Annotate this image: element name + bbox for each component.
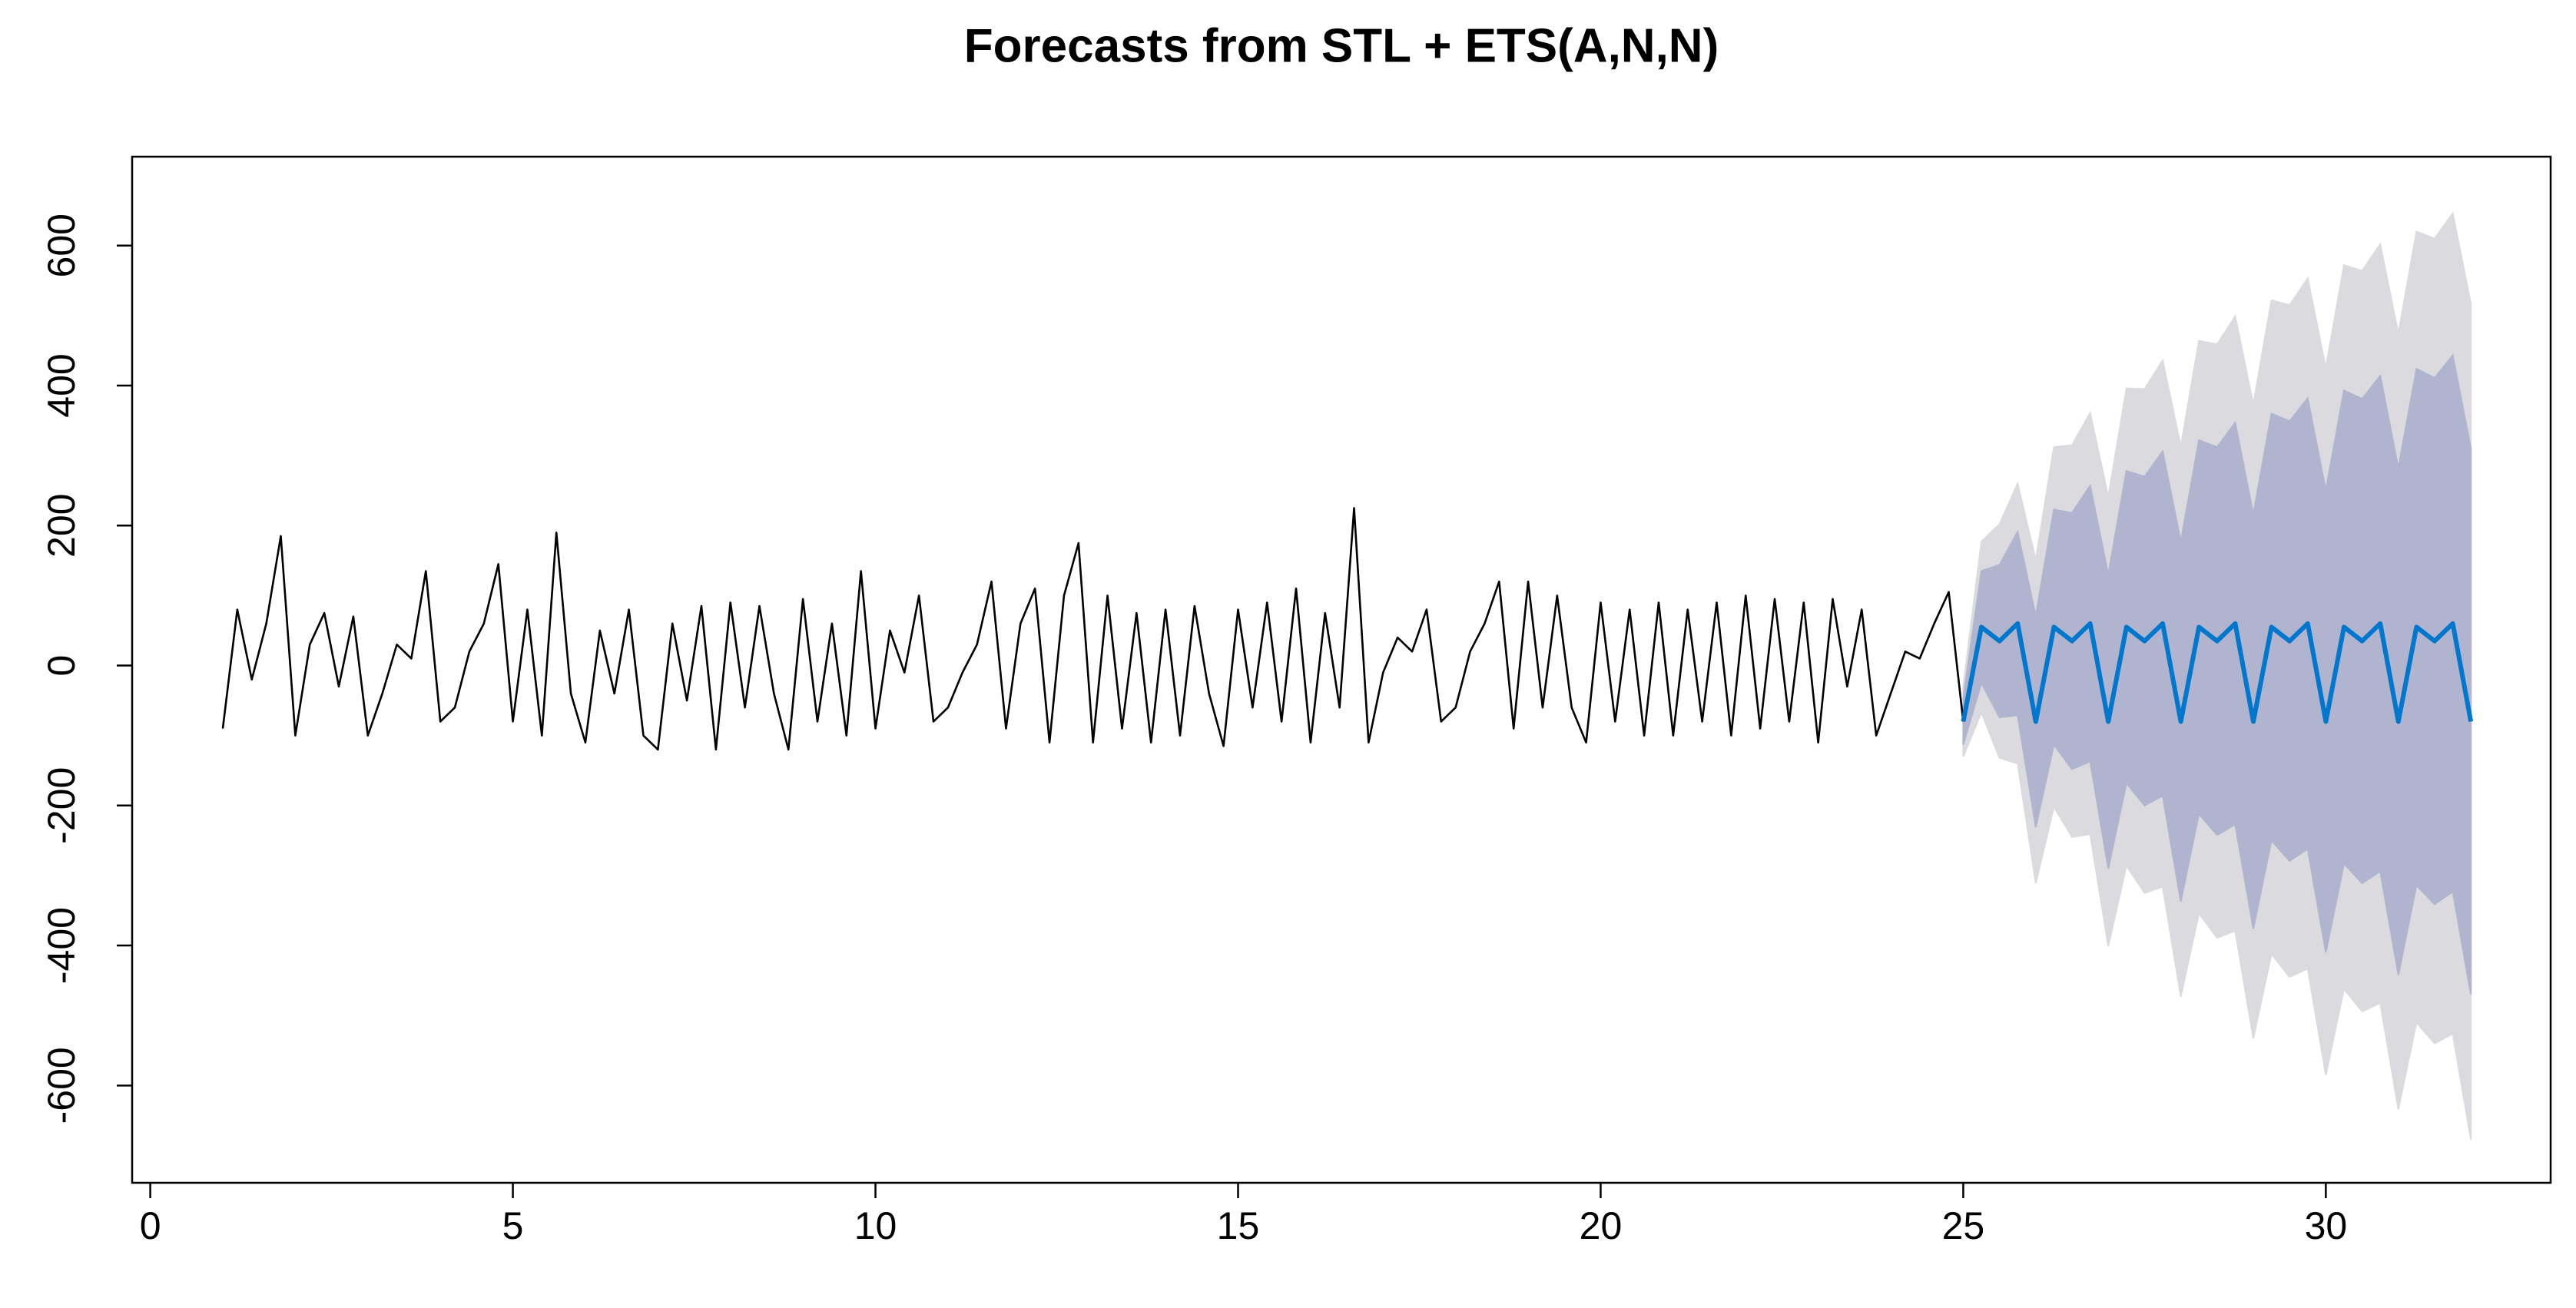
x-tick-label: 0 [140, 1204, 161, 1247]
y-tick-label: 600 [40, 214, 83, 277]
x-tick-label: 25 [1942, 1204, 1985, 1247]
y-tick-label: -600 [40, 1047, 83, 1124]
plot-frame [131, 155, 2552, 1184]
x-tick-label: 5 [502, 1204, 524, 1247]
x-tick-label: 15 [1217, 1204, 1260, 1247]
y-tick-label: 400 [40, 353, 83, 417]
x-tick-label: 10 [854, 1204, 897, 1247]
x-tick-label: 20 [1580, 1204, 1623, 1247]
prediction-interval [1962, 353, 2472, 995]
y-tick-label: -200 [40, 767, 83, 844]
y-tick-label: 0 [40, 655, 83, 677]
chart-title: Forecasts from STL + ETS(A,N,N) [964, 19, 1719, 72]
forecast-line [1961, 621, 2474, 724]
y-tick-label: 200 [40, 494, 83, 558]
y-tick-label: -400 [40, 907, 83, 984]
x-tick-label: 30 [2305, 1204, 2348, 1247]
observed-line [221, 507, 1964, 751]
